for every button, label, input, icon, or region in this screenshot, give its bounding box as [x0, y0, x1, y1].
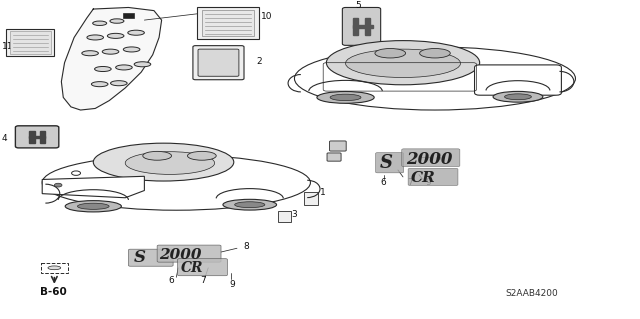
Ellipse shape: [317, 92, 374, 103]
FancyBboxPatch shape: [196, 6, 259, 39]
Text: 13: 13: [399, 69, 410, 78]
Text: 11: 11: [2, 42, 13, 51]
Polygon shape: [42, 176, 145, 198]
Ellipse shape: [143, 152, 172, 160]
Ellipse shape: [294, 47, 575, 110]
Ellipse shape: [65, 201, 122, 212]
FancyBboxPatch shape: [202, 10, 254, 36]
Text: 7: 7: [408, 178, 413, 187]
Polygon shape: [29, 131, 35, 143]
Ellipse shape: [504, 94, 531, 100]
Ellipse shape: [188, 152, 216, 160]
Circle shape: [72, 171, 81, 175]
Polygon shape: [61, 7, 162, 110]
Text: 7: 7: [200, 276, 206, 285]
Ellipse shape: [346, 49, 461, 78]
Circle shape: [54, 183, 62, 187]
FancyBboxPatch shape: [193, 46, 244, 80]
FancyBboxPatch shape: [402, 149, 460, 167]
Ellipse shape: [326, 41, 479, 85]
Text: 9: 9: [426, 178, 431, 187]
Text: S2AAB4200: S2AAB4200: [505, 289, 558, 298]
Ellipse shape: [95, 66, 111, 71]
Text: B-60: B-60: [40, 287, 67, 297]
FancyBboxPatch shape: [177, 259, 227, 276]
Text: 6: 6: [169, 276, 174, 285]
Ellipse shape: [102, 49, 119, 54]
Bar: [278, 211, 291, 222]
Ellipse shape: [125, 152, 214, 174]
FancyBboxPatch shape: [368, 71, 399, 98]
FancyBboxPatch shape: [376, 152, 404, 173]
Ellipse shape: [116, 65, 132, 70]
Polygon shape: [353, 25, 373, 28]
Polygon shape: [40, 131, 45, 143]
FancyBboxPatch shape: [330, 141, 346, 151]
Text: 8: 8: [435, 153, 441, 162]
Ellipse shape: [420, 48, 451, 58]
Text: 6: 6: [380, 178, 386, 187]
Ellipse shape: [223, 199, 276, 210]
Text: 1: 1: [320, 188, 326, 197]
FancyBboxPatch shape: [342, 7, 381, 45]
Text: 12: 12: [85, 169, 97, 178]
Bar: [124, 13, 134, 18]
FancyBboxPatch shape: [408, 168, 458, 185]
FancyBboxPatch shape: [198, 49, 239, 76]
Text: 10: 10: [261, 12, 273, 21]
Ellipse shape: [92, 82, 108, 87]
Ellipse shape: [42, 155, 310, 210]
FancyBboxPatch shape: [157, 245, 221, 262]
Bar: [41, 263, 68, 272]
Text: 5: 5: [355, 1, 361, 11]
Ellipse shape: [493, 92, 543, 102]
Polygon shape: [365, 18, 371, 35]
Polygon shape: [29, 136, 45, 138]
Text: S: S: [380, 154, 392, 172]
Ellipse shape: [93, 21, 107, 26]
Ellipse shape: [134, 62, 151, 67]
FancyBboxPatch shape: [15, 126, 59, 148]
Text: 2: 2: [256, 56, 262, 66]
Text: CR: CR: [412, 171, 436, 185]
Ellipse shape: [48, 266, 61, 270]
FancyBboxPatch shape: [474, 65, 561, 95]
FancyBboxPatch shape: [6, 29, 54, 56]
Ellipse shape: [128, 30, 145, 35]
Text: S: S: [134, 249, 145, 266]
Ellipse shape: [108, 33, 124, 38]
Ellipse shape: [87, 35, 104, 40]
Text: 2000: 2000: [406, 152, 452, 168]
Polygon shape: [377, 84, 390, 86]
Text: 4: 4: [2, 134, 8, 143]
Text: 2000: 2000: [159, 248, 202, 262]
Ellipse shape: [235, 202, 265, 208]
Text: 3: 3: [291, 210, 297, 219]
Ellipse shape: [330, 94, 361, 100]
Ellipse shape: [93, 143, 234, 181]
Ellipse shape: [124, 47, 140, 52]
Bar: [304, 192, 318, 205]
Ellipse shape: [82, 51, 99, 56]
Text: 8: 8: [243, 242, 249, 251]
Ellipse shape: [110, 19, 124, 23]
Polygon shape: [386, 79, 390, 91]
Polygon shape: [377, 79, 381, 91]
FancyBboxPatch shape: [327, 153, 341, 161]
Ellipse shape: [375, 48, 406, 58]
FancyBboxPatch shape: [10, 31, 51, 54]
Text: CR: CR: [180, 261, 204, 275]
Polygon shape: [353, 18, 358, 35]
Text: 9: 9: [229, 280, 235, 289]
Ellipse shape: [111, 81, 127, 86]
FancyBboxPatch shape: [129, 249, 173, 266]
Ellipse shape: [77, 203, 109, 209]
